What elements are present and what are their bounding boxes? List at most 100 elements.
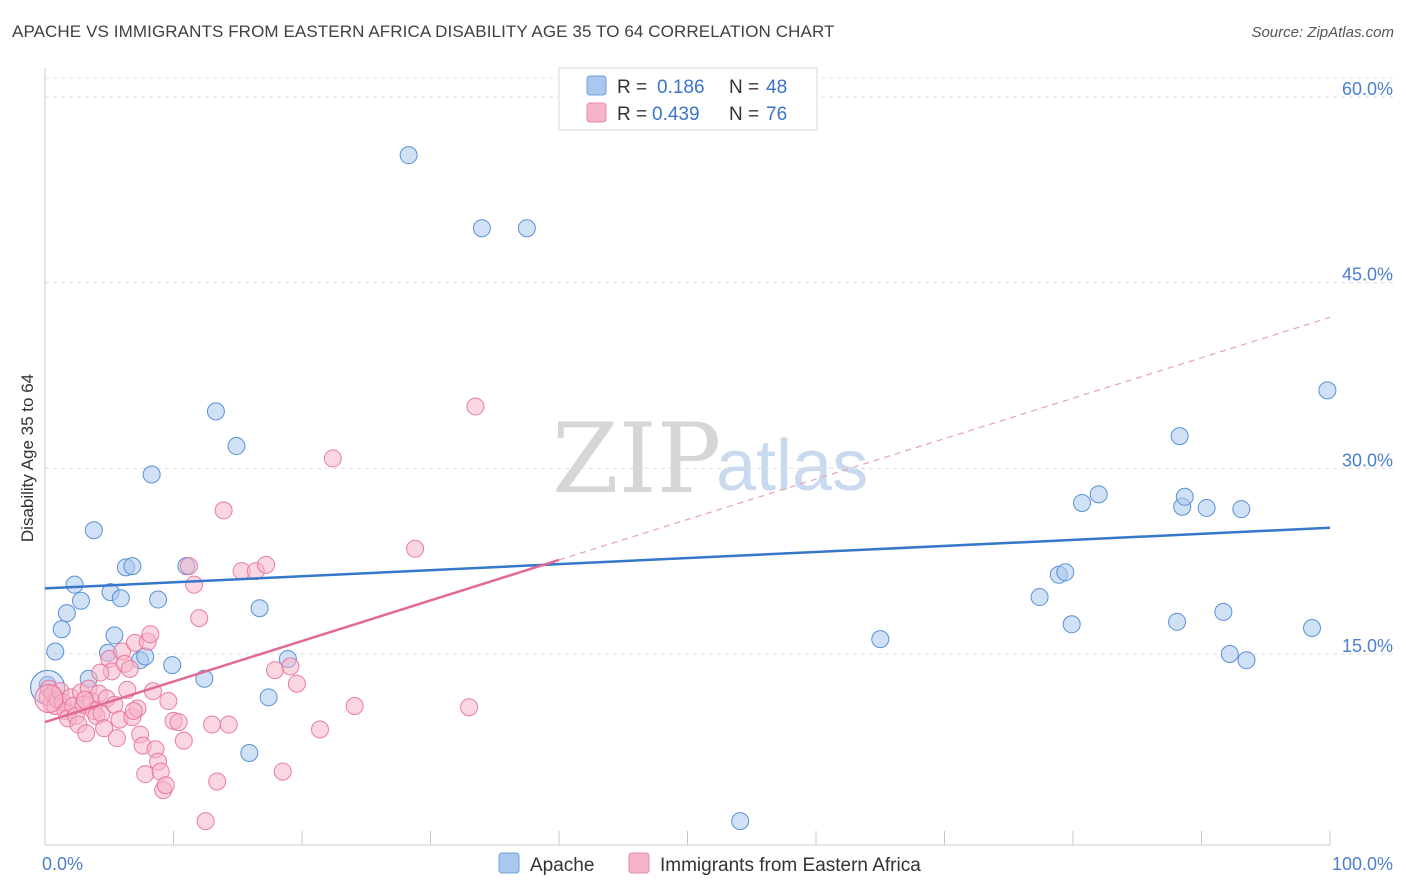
eastern-africa-point xyxy=(273,762,292,781)
apache-point xyxy=(52,620,71,639)
eastern-africa-point xyxy=(169,713,188,732)
apache-point xyxy=(142,465,161,484)
apache-point xyxy=(1214,602,1233,621)
watermark-zip: ZIP xyxy=(552,403,721,515)
apache-point xyxy=(1197,498,1216,517)
eastern-africa-point-cluster xyxy=(34,684,64,714)
apache-point xyxy=(57,604,76,623)
eastern-africa-points xyxy=(34,397,485,831)
apache-point xyxy=(1237,651,1256,670)
eastern-africa-point xyxy=(179,557,198,576)
apache-point xyxy=(227,437,246,456)
apache-point xyxy=(1062,615,1081,634)
legend-r-value-eastern-africa: 0.439 xyxy=(652,104,700,125)
eastern-africa-trend-extension xyxy=(558,316,1331,561)
legend-r-value-apache: 0.186 xyxy=(657,77,705,98)
eastern-africa-point xyxy=(107,729,126,748)
apache-point xyxy=(149,590,168,609)
eastern-africa-point xyxy=(257,555,276,574)
apache-point xyxy=(259,688,278,707)
correlation-legend: R = 0.186 N = 48 R = 0.439 N = 76 xyxy=(558,67,818,131)
series-legend-label-eastern-africa: Immigrants from Eastern Africa xyxy=(660,855,921,876)
x-tick-label-min: 0.0% xyxy=(42,854,83,874)
eastern-africa-point xyxy=(91,663,110,682)
eastern-africa-point xyxy=(77,724,96,743)
apache-point xyxy=(1303,619,1322,638)
apache-point xyxy=(472,219,491,238)
legend-r-label-eastern-africa: R = xyxy=(617,104,647,125)
legend-n-value-apache: 48 xyxy=(766,77,787,98)
source-label: Source: ZipAtlas.com xyxy=(1251,24,1394,41)
watermark-atlas: atlas xyxy=(716,426,868,506)
eastern-africa-point xyxy=(174,731,193,750)
apache-point xyxy=(163,656,182,675)
eastern-africa-point xyxy=(266,661,285,680)
eastern-africa-point xyxy=(287,674,306,693)
series-legend: Apache Immigrants from Eastern Africa xyxy=(498,852,921,876)
trend-lines xyxy=(44,316,1331,724)
eastern-africa-trend-line xyxy=(44,558,560,724)
apache-point xyxy=(399,146,418,165)
apache-point xyxy=(1318,381,1337,400)
apache-point xyxy=(123,557,142,576)
eastern-africa-point xyxy=(281,657,300,676)
apache-point xyxy=(1232,500,1251,519)
eastern-africa-point xyxy=(156,776,175,795)
apache-point xyxy=(250,599,269,618)
eastern-africa-point xyxy=(136,765,155,784)
legend-n-label-eastern-africa: N = xyxy=(729,104,759,125)
apache-point xyxy=(240,744,259,763)
apache-point xyxy=(1168,612,1187,631)
y-tick-label: 45.0% xyxy=(1342,265,1393,285)
apache-point xyxy=(46,642,65,661)
apache-point xyxy=(84,521,103,540)
apache-point xyxy=(71,591,90,610)
eastern-africa-point xyxy=(95,719,114,738)
y-axis-label: Disability Age 35 to 64 xyxy=(18,374,37,542)
eastern-africa-point xyxy=(310,720,329,739)
eastern-africa-point xyxy=(203,715,222,734)
axes xyxy=(44,68,1331,846)
apache-point xyxy=(1030,588,1049,607)
eastern-africa-point xyxy=(190,609,209,628)
legend-swatch-eastern-africa xyxy=(586,102,607,123)
apache-point xyxy=(1170,427,1189,446)
legend-swatch-apache xyxy=(586,75,607,96)
eastern-africa-point xyxy=(124,701,143,720)
eastern-africa-point xyxy=(159,692,178,711)
apache-point xyxy=(871,630,890,649)
legend-n-label-apache: N = xyxy=(729,77,759,98)
apache-point xyxy=(105,626,124,645)
eastern-africa-point xyxy=(141,625,160,644)
eastern-africa-point xyxy=(466,397,485,416)
eastern-africa-point xyxy=(323,449,342,468)
eastern-africa-point xyxy=(185,575,204,594)
legend-r-label-apache: R = xyxy=(617,77,647,98)
series-legend-swatch-apache xyxy=(498,852,520,874)
chart-title: APACHE VS IMMIGRANTS FROM EASTERN AFRICA… xyxy=(12,22,835,41)
apache-point xyxy=(111,589,130,608)
x-tick-label-max: 100.0% xyxy=(1332,854,1393,874)
apache-point xyxy=(517,219,536,238)
apache-point xyxy=(1056,563,1075,582)
eastern-africa-point xyxy=(214,501,233,520)
y-tick-label: 60.0% xyxy=(1342,79,1393,99)
apache-trend-line xyxy=(44,526,1331,590)
y-tick-labels: 15.0% 30.0% 45.0% 60.0% xyxy=(1342,79,1393,656)
eastern-africa-point xyxy=(219,715,238,734)
apache-point xyxy=(65,575,84,594)
eastern-africa-point xyxy=(75,690,94,709)
eastern-africa-point xyxy=(460,698,479,717)
apache-point xyxy=(731,812,750,831)
apache-point xyxy=(1220,645,1239,663)
apache-point xyxy=(1072,493,1091,512)
legend-n-value-eastern-africa: 76 xyxy=(766,104,787,125)
series-legend-swatch-eastern-africa xyxy=(628,852,650,874)
y-tick-label: 15.0% xyxy=(1342,636,1393,656)
eastern-africa-point xyxy=(406,539,425,558)
watermark: ZIP atlas xyxy=(552,403,868,515)
apache-point xyxy=(206,402,225,421)
apache-point xyxy=(1175,487,1194,506)
eastern-africa-point xyxy=(208,772,227,791)
